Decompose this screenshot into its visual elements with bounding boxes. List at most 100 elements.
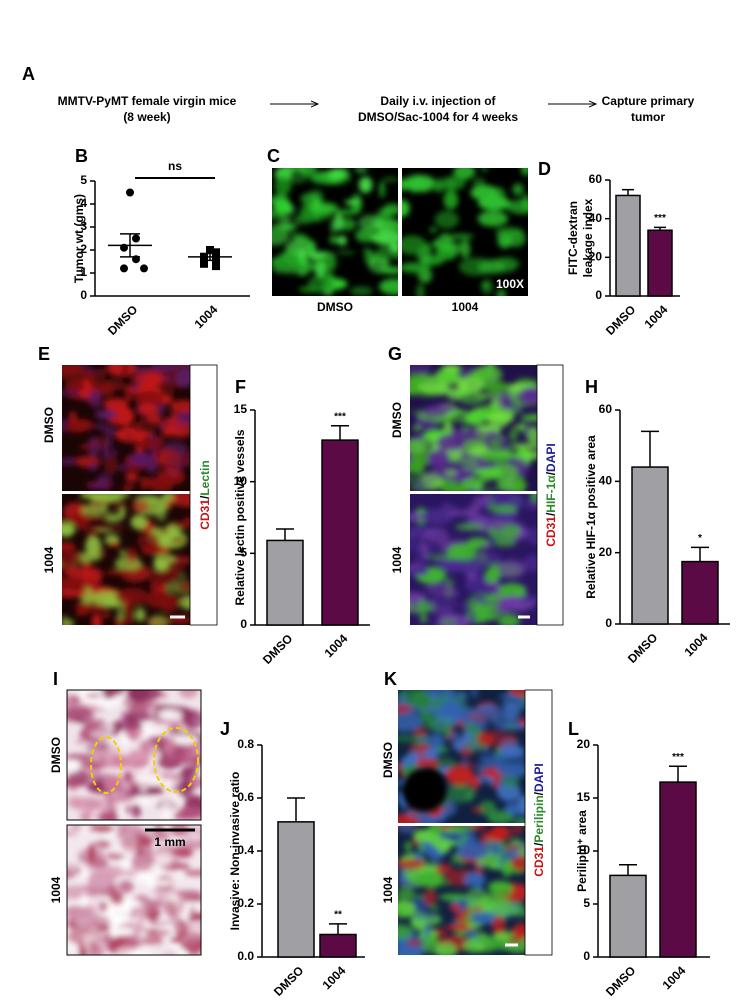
bar <box>631 466 669 625</box>
stain-blob <box>69 777 76 789</box>
data-point <box>212 262 220 271</box>
stain-blob <box>473 365 503 384</box>
stain-blob <box>398 924 413 940</box>
stain-blob <box>462 730 474 741</box>
micrograph-texture <box>398 826 525 955</box>
row-label: 1004 <box>390 546 404 573</box>
stain-blob <box>461 759 468 766</box>
stain-blob <box>80 503 109 517</box>
stain-label: CD31/Perilipin/DAPI <box>532 763 546 876</box>
stain-blob <box>470 714 477 720</box>
stain-blob <box>481 451 515 457</box>
stain-blob <box>134 608 146 622</box>
y-axis-label: leakage index <box>581 198 595 277</box>
stain-blob <box>298 168 318 176</box>
stain-blob <box>523 450 537 460</box>
stain-blob <box>79 863 87 876</box>
y-tick-label: 10 <box>234 474 248 488</box>
y-tick-label: 0 <box>240 617 247 631</box>
stain-blob <box>122 937 145 948</box>
y-tick-label: 15 <box>234 402 248 416</box>
stain-blob <box>489 439 502 452</box>
stain-blob <box>416 283 425 296</box>
row-label: 1004 <box>381 876 395 903</box>
stain-blob <box>498 613 521 625</box>
image-frame <box>66 689 202 821</box>
y-tick-label: 60 <box>599 402 613 416</box>
stain-blob <box>330 171 350 178</box>
stain-blob <box>410 438 430 453</box>
stain-blob <box>410 591 426 603</box>
region-outline <box>153 727 199 793</box>
stain-blob <box>131 804 142 818</box>
stain-blob <box>471 775 480 790</box>
stain-blob <box>422 508 454 525</box>
stain-blob <box>339 217 356 231</box>
stain-blob <box>489 883 513 900</box>
stain-blob <box>377 266 398 275</box>
stain-blob <box>279 214 292 225</box>
stain-blob <box>457 390 487 405</box>
stain-blob <box>124 805 131 815</box>
stain-blob <box>413 727 427 737</box>
stain-blob <box>465 888 489 908</box>
stain-blob <box>483 381 510 393</box>
stain-blob <box>420 472 441 484</box>
y-axis-label: FITC-dextran <box>566 201 580 275</box>
stain-blob <box>179 690 198 699</box>
y-tick-label: 1 <box>80 265 87 279</box>
panel-letter: J <box>220 719 230 739</box>
stain-blob <box>160 450 168 465</box>
bar <box>681 560 719 625</box>
y-axis-label: Invasive: Non-invasive ratio <box>228 772 242 931</box>
y-tick-label: 0 <box>605 616 612 630</box>
micrograph-texture <box>402 168 528 296</box>
stain-blob <box>398 704 412 714</box>
stain-blob <box>512 817 525 823</box>
stain-blob <box>175 369 190 388</box>
stain-blob <box>474 601 485 610</box>
x-tick-label: 1004 <box>320 963 349 992</box>
scale-label: 1 mm <box>154 835 185 849</box>
stain-blob <box>89 730 112 738</box>
stain-blob <box>109 542 120 547</box>
stain-blob <box>443 190 459 210</box>
stain-blob <box>495 227 525 238</box>
stain-blob <box>480 455 508 462</box>
stain-blob <box>460 239 471 259</box>
stain-blob <box>485 581 501 588</box>
stain-blob <box>398 867 407 886</box>
micrograph-texture <box>410 494 537 625</box>
stain-blob <box>493 538 517 547</box>
stain-blob <box>504 520 526 526</box>
data-point <box>200 259 208 268</box>
stain-blob <box>157 472 166 490</box>
flow-step: tumor <box>631 110 665 124</box>
stain-blob <box>130 854 154 872</box>
stain-blob <box>67 759 81 768</box>
stain-blob <box>442 618 456 625</box>
stain-blob <box>465 931 477 937</box>
stain-blob <box>121 832 138 853</box>
stain-blob <box>433 183 444 193</box>
stain-blob <box>398 712 423 732</box>
stain-blob <box>404 841 412 852</box>
stain-blob <box>448 733 461 739</box>
stain-blob <box>485 413 515 423</box>
stain-blob <box>156 771 178 780</box>
stain-blob <box>121 484 136 491</box>
panel-letter: K <box>384 669 397 689</box>
stain-blob <box>274 176 292 196</box>
stain-blob <box>510 855 525 872</box>
stain-blob <box>131 704 153 710</box>
stain-blob <box>445 511 468 516</box>
stain-blob <box>159 529 170 534</box>
stain-blob <box>474 705 495 712</box>
stain-blob <box>526 499 537 510</box>
stain-blob <box>91 379 126 392</box>
stain-blob <box>85 693 102 698</box>
stain-blob <box>163 379 175 397</box>
stain-blob <box>104 569 137 576</box>
stain-blob <box>455 842 490 860</box>
image-divider <box>398 823 525 826</box>
